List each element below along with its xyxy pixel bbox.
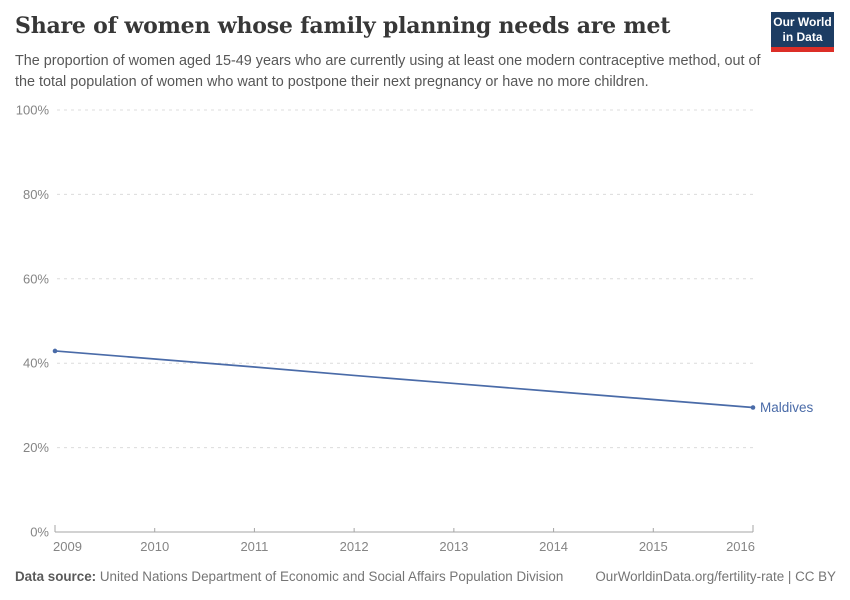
y-tick-label-0: 0%: [30, 525, 49, 540]
data-source: Data source: United Nations Department o…: [15, 569, 563, 584]
owid-logo[interactable]: Our World in Data: [771, 12, 834, 52]
owid-citation-link[interactable]: OurWorldinData.org/fertility-rate | CC B…: [595, 569, 836, 584]
y-tick-label-60: 60%: [23, 271, 49, 286]
y-tick-label-20: 20%: [23, 440, 49, 455]
y-tick-label-100: 100%: [16, 103, 50, 118]
x-tick-label-2015: 2015: [639, 539, 668, 554]
series-end-point: [750, 405, 756, 410]
x-tick-label-2014: 2014: [539, 539, 568, 554]
x-tick-label-2013: 2013: [439, 539, 468, 554]
y-tick-label-40: 40%: [23, 356, 49, 371]
series-label-maldives: Maldives: [760, 400, 814, 415]
series-line-maldives[interactable]: [54, 350, 754, 409]
owid-logo-line2: in Data: [782, 29, 823, 44]
data-source-text: United Nations Department of Economic an…: [99, 569, 564, 584]
chart-footer: Data source: United Nations Department o…: [15, 569, 836, 584]
x-tick-label-2011: 2011: [240, 539, 268, 554]
x-tick-label-2009: 2009: [53, 539, 82, 554]
page-title: Share of women whose family planning nee…: [15, 13, 671, 39]
x-tick-label-2012: 2012: [340, 539, 369, 554]
x-tick-label-2010: 2010: [140, 539, 169, 554]
owid-logo-line1: Our World: [773, 15, 832, 29]
chart-subtitle: The proportion of women aged 15-49 years…: [15, 53, 761, 90]
x-tick-label-2016: 2016: [726, 539, 755, 554]
y-tick-label-80: 80%: [23, 187, 49, 202]
data-source-label: Data source:: [15, 569, 97, 584]
series-start-point: [52, 348, 58, 354]
